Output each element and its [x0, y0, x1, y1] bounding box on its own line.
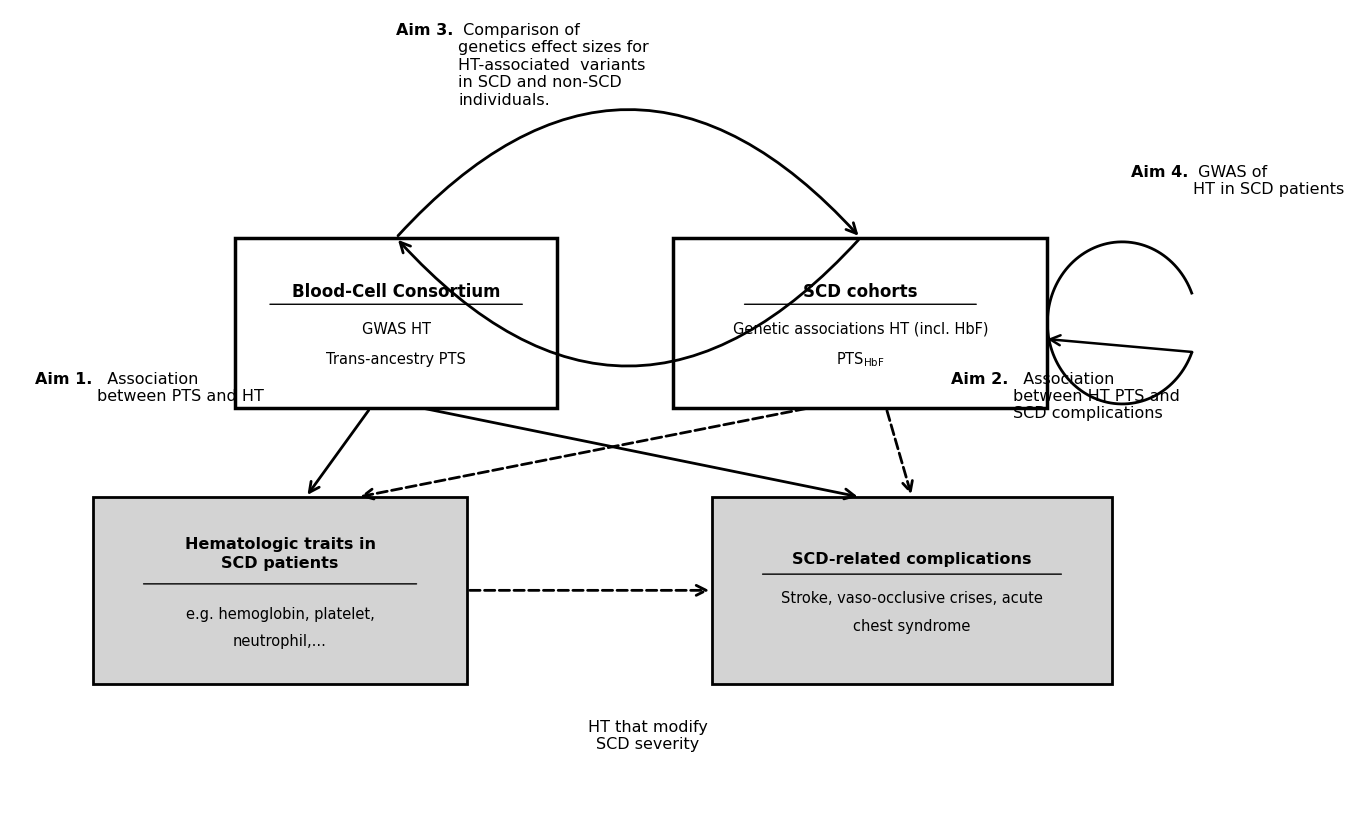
- Text: GWAS of
HT in SCD patients: GWAS of HT in SCD patients: [1193, 165, 1345, 197]
- Text: Stroke, vaso-occlusive crises, acute: Stroke, vaso-occlusive crises, acute: [781, 591, 1043, 606]
- Text: Genetic associations HT (incl. HbF): Genetic associations HT (incl. HbF): [733, 322, 988, 337]
- Text: Aim 3.: Aim 3.: [396, 23, 453, 38]
- Text: chest syndrome: chest syndrome: [853, 619, 971, 634]
- Text: Association
between HT PTS and
SCD complications: Association between HT PTS and SCD compl…: [1013, 371, 1179, 421]
- Text: Trans-ancestry PTS: Trans-ancestry PTS: [326, 352, 465, 367]
- Text: HT that modify
SCD severity: HT that modify SCD severity: [588, 720, 707, 752]
- FancyBboxPatch shape: [93, 497, 467, 684]
- Text: PTS$_{\rm HbF}$: PTS$_{\rm HbF}$: [837, 350, 885, 369]
- Text: Blood-Cell Consortium: Blood-Cell Consortium: [292, 283, 501, 301]
- Text: Aim 4.: Aim 4.: [1132, 165, 1189, 180]
- Text: e.g. hemoglobin, platelet,: e.g. hemoglobin, platelet,: [186, 607, 374, 622]
- FancyBboxPatch shape: [713, 497, 1112, 684]
- Text: SCD cohorts: SCD cohorts: [803, 283, 917, 301]
- Text: Aim 1.: Aim 1.: [35, 371, 93, 387]
- Text: Association
between PTS and HT: Association between PTS and HT: [97, 371, 263, 404]
- FancyBboxPatch shape: [235, 237, 557, 408]
- Text: GWAS HT: GWAS HT: [362, 322, 430, 337]
- Text: Comparison of
genetics effect sizes for
HT-associated  variants
in SCD and non-S: Comparison of genetics effect sizes for …: [459, 23, 648, 108]
- Text: neutrophil,...: neutrophil,...: [233, 634, 328, 649]
- Text: Aim 2.: Aim 2.: [950, 371, 1007, 387]
- FancyBboxPatch shape: [673, 237, 1047, 408]
- Text: Hematologic traits in
SCD patients: Hematologic traits in SCD patients: [184, 537, 375, 570]
- Text: SCD-related complications: SCD-related complications: [792, 552, 1032, 567]
